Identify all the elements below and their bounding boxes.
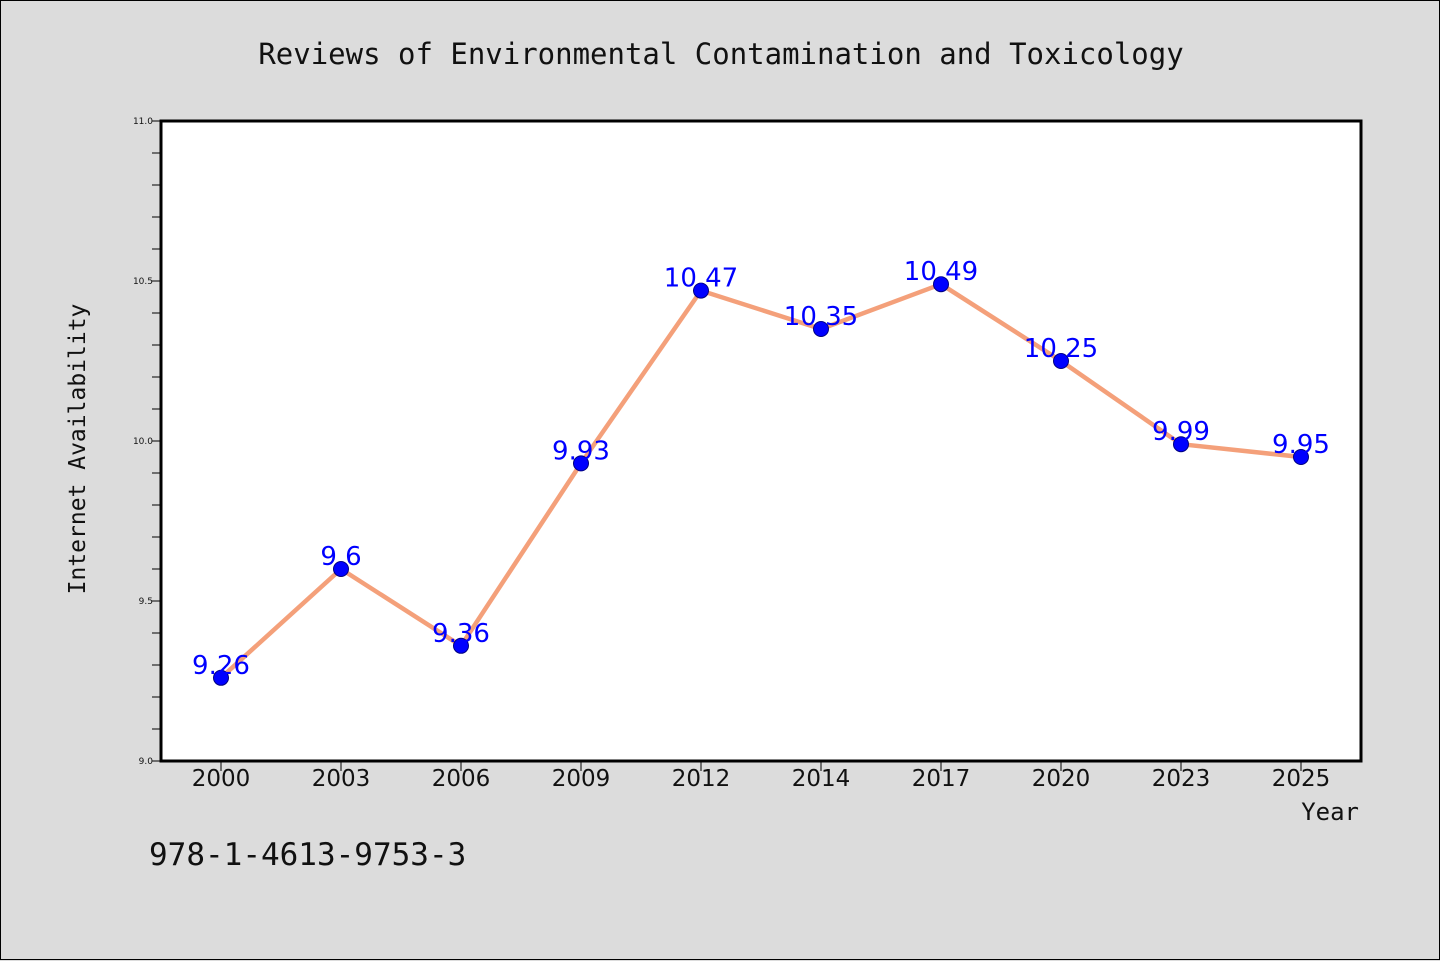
data-point xyxy=(1173,436,1189,453)
data-label: 9.36 xyxy=(432,619,490,649)
x-tick-label: 2012 xyxy=(672,766,731,792)
data-point xyxy=(213,669,229,686)
data-label: 9.26 xyxy=(192,651,250,681)
data-point xyxy=(573,455,589,472)
y-tick-label: 9.5 xyxy=(139,597,153,607)
data-point xyxy=(453,637,469,654)
y-axis-label: Internet Availability xyxy=(65,304,91,595)
data-labels: 9.26 9.6 9.36 9.93 10.47 10.35 10.49 10.25 9.99 9… xyxy=(192,257,1330,681)
y-tick-label: 11.0 xyxy=(133,117,153,127)
data-point xyxy=(1293,449,1309,465)
x-tick-label: 2009 xyxy=(552,766,611,792)
x-tick-label: 2003 xyxy=(312,766,371,792)
x-tick-label: 2014 xyxy=(792,766,851,792)
series-line xyxy=(218,281,1304,681)
y-tick-label: 10.0 xyxy=(133,437,153,447)
isbn-text: 978-1-4613-9753-3 xyxy=(149,837,466,873)
data-label: 9.99 xyxy=(1152,417,1210,447)
data-point xyxy=(333,561,349,577)
plot-area xyxy=(161,121,1361,761)
x-tick-label: 2006 xyxy=(432,766,491,792)
x-tick-label: 2020 xyxy=(1032,766,1091,792)
data-point xyxy=(1053,353,1069,369)
data-label: 10.35 xyxy=(784,302,858,332)
data-label: 9.95 xyxy=(1272,430,1330,460)
x-tick-label: 2023 xyxy=(1152,766,1211,792)
x-tick-label: 2017 xyxy=(912,766,971,792)
data-label: 10.47 xyxy=(664,264,738,294)
data-label: 9.93 xyxy=(552,436,610,466)
plot-frame xyxy=(159,119,1363,763)
y-tick-label: 10.5 xyxy=(133,277,153,287)
data-point xyxy=(933,276,949,293)
data-label: 10.25 xyxy=(1024,334,1098,364)
data-label: 10.49 xyxy=(904,257,978,287)
x-axis: 2000 2003 2006 2009 2012 2014 2017 2020 2023 2025 xyxy=(192,761,1331,792)
series-0 xyxy=(213,276,1309,686)
y-tick-label: 9.0 xyxy=(139,757,154,767)
data-label: 9.6 xyxy=(320,542,361,572)
x-axis-label: Year xyxy=(1301,798,1359,826)
data-point xyxy=(693,282,709,299)
chart-title: Reviews of Environmental Contamination a… xyxy=(258,37,1183,71)
data-point xyxy=(813,321,829,337)
x-tick-label: 2000 xyxy=(192,766,251,792)
x-tick-label: 2025 xyxy=(1272,766,1331,792)
y-axis: 9.0 9.5 10.0 10.5 11.0 xyxy=(133,117,161,767)
